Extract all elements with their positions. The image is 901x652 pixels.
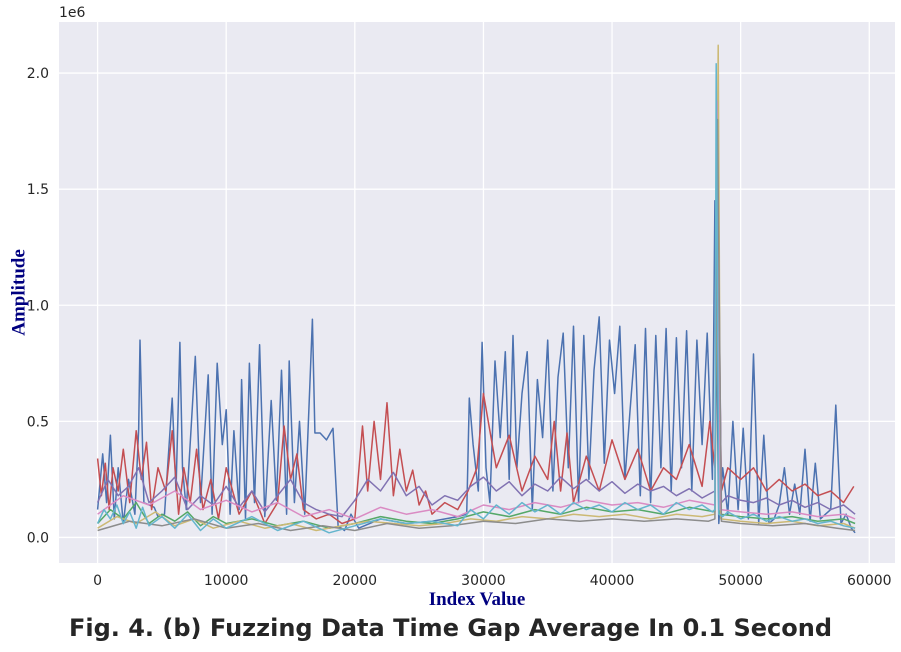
y-tick-label: 0.0 <box>27 530 49 546</box>
figure-caption: Fig. 4. (b) Fuzzing Data Time Gap Averag… <box>68 614 833 642</box>
x-axis-label: Index Value <box>429 589 526 610</box>
y-axis-label: Amplitude <box>8 249 29 336</box>
x-tick-label: 50000 <box>718 573 763 589</box>
series-line-2 <box>96 207 855 525</box>
y-tick-label: 2.0 <box>27 66 49 82</box>
y-tick-label: 1.5 <box>27 182 49 198</box>
x-tick-label: 40000 <box>590 573 635 589</box>
x-tick-label: 20000 <box>333 573 378 589</box>
x-tick-label: 60000 <box>847 573 892 589</box>
x-tick-label: 30000 <box>461 573 506 589</box>
x-tick-label: 0 <box>93 573 102 589</box>
series-line-1 <box>96 200 856 534</box>
series-line-6 <box>97 100 856 520</box>
x-tick-label: 10000 <box>204 573 249 589</box>
series-line-3 <box>96 146 856 518</box>
y-tick-label: 0.5 <box>27 414 49 430</box>
series-line-7 <box>97 118 856 532</box>
y-axis-offset-label: 1e6 <box>59 5 86 21</box>
series-line-8 <box>96 63 856 534</box>
y-tick-label: 1.0 <box>27 298 49 314</box>
tick-labels: 0 10000 20000 30000 40000 50000 60000 0.0 0.5 1.0… <box>27 66 892 589</box>
series-group <box>96 44 856 534</box>
